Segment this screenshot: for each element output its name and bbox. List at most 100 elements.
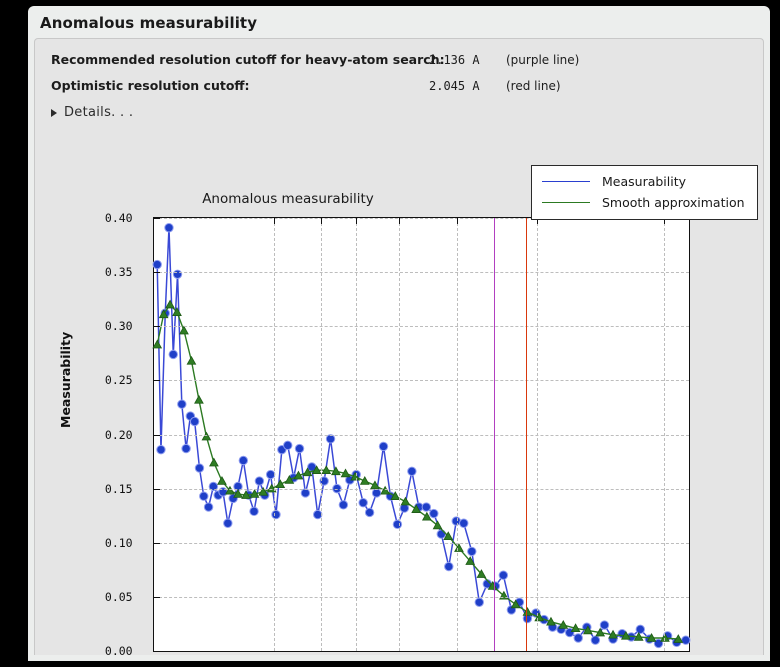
- data-point-triangle: [165, 299, 175, 309]
- data-point-circle: [325, 434, 336, 444]
- x-axis-tick-mark: [356, 218, 358, 224]
- y-axis-tick-label: 0.30: [104, 319, 133, 334]
- data-point-triangle: [186, 355, 197, 365]
- data-point-circle: [156, 444, 166, 455]
- data-point-triangle: [620, 630, 631, 640]
- y-axis-tick-mark: [154, 542, 160, 544]
- y-axis-tick-label: 0.35: [104, 265, 133, 280]
- data-point-circle: [199, 491, 209, 501]
- data-point-circle: [238, 455, 249, 466]
- legend-line-icon: [542, 202, 590, 203]
- data-point-circle: [194, 463, 205, 473]
- data-point-triangle: [302, 467, 313, 477]
- data-point-circle: [254, 476, 265, 486]
- legend-label: Measurability: [602, 174, 687, 189]
- data-point-triangle: [209, 457, 219, 467]
- x-axis-tick-mark: [537, 218, 539, 224]
- data-point-circle: [168, 349, 178, 360]
- window-title: Anomalous measurability: [40, 14, 258, 32]
- y-axis-tick-label: 0.20: [104, 427, 133, 442]
- data-point-triangle: [293, 470, 304, 480]
- data-point-triangle: [321, 465, 332, 474]
- series-measurability: [152, 223, 691, 649]
- details-disclosure[interactable]: Details. . .: [51, 105, 133, 120]
- data-point-triangle: [152, 339, 163, 349]
- series-smooth: [152, 299, 684, 643]
- data-point-circle: [436, 529, 446, 539]
- data-point-triangle: [225, 485, 235, 495]
- data-point-triangle: [522, 607, 533, 616]
- data-point-circle: [152, 259, 162, 270]
- optimistic-cutoff-note: (red line): [506, 79, 561, 93]
- data-point-triangle: [476, 569, 487, 578]
- series-line: [156, 303, 679, 640]
- gridline-horizontal: [154, 326, 689, 328]
- gridline-vertical: [537, 218, 539, 651]
- data-point-triangle: [546, 616, 556, 626]
- gridline-horizontal: [154, 272, 689, 274]
- data-point-triangle: [350, 471, 361, 481]
- data-point-triangle: [595, 627, 606, 637]
- data-point-triangle: [411, 504, 422, 513]
- data-point-circle: [498, 570, 509, 580]
- data-point-triangle: [194, 394, 204, 404]
- data-point-triangle: [201, 431, 212, 441]
- data-point-circle: [364, 507, 375, 518]
- data-point-triangle: [158, 309, 169, 319]
- data-point-circle: [421, 502, 432, 512]
- data-point-triangle: [359, 476, 370, 485]
- data-point-circle: [283, 440, 293, 451]
- data-point-triangle: [390, 491, 401, 500]
- gridline-vertical: [273, 218, 275, 651]
- plot-container: Measurability Smooth approximation Anoma…: [35, 135, 763, 655]
- data-point-triangle: [510, 599, 521, 609]
- data-point-circle: [681, 635, 691, 645]
- gridline-horizontal: [154, 488, 689, 490]
- chart-plot-area: Measurability Resolution 0.000.050.100.1…: [58, 211, 691, 655]
- recommended-cutoff-label: Recommended resolution cutoff for heavy-…: [51, 52, 445, 67]
- gridline-horizontal: [154, 542, 689, 544]
- optimistic-cutoff-line: [526, 218, 528, 651]
- data-point-triangle: [179, 325, 189, 335]
- data-point-triangle: [284, 474, 295, 484]
- data-point-circle: [358, 498, 368, 508]
- data-point-triangle: [583, 625, 593, 635]
- data-point-triangle: [646, 632, 657, 642]
- x-axis-tick-mark: [273, 218, 275, 224]
- data-point-triangle: [258, 486, 269, 496]
- legend-label: Smooth approximation: [602, 195, 745, 210]
- data-point-triangle: [249, 489, 260, 498]
- gridline-horizontal: [154, 380, 689, 382]
- result-window: Anomalous measurability Recommended reso…: [28, 6, 770, 661]
- y-axis-tick-mark: [154, 488, 160, 490]
- data-point-circle: [208, 481, 219, 492]
- data-point-triangle: [443, 531, 454, 541]
- data-point-triangle: [233, 489, 243, 498]
- gridline-vertical: [356, 218, 358, 651]
- data-point-triangle: [340, 468, 351, 478]
- data-point-triangle: [311, 465, 322, 474]
- data-point-triangle: [421, 511, 432, 521]
- data-point-triangle: [570, 623, 581, 633]
- data-point-circle: [590, 635, 601, 645]
- recommended-cutoff-line: [493, 218, 495, 651]
- y-axis-tick-mark: [154, 596, 160, 598]
- x-axis-tick-mark: [456, 218, 458, 224]
- series-line: [156, 227, 686, 645]
- y-axis-tick-label: 0.15: [104, 481, 133, 496]
- data-point-circle: [635, 624, 646, 635]
- y-axis-tick-mark: [154, 218, 160, 219]
- legend-line-icon: [542, 181, 590, 182]
- data-point-triangle: [633, 631, 644, 641]
- x-axis-tick-mark: [321, 218, 323, 224]
- gridline-vertical: [321, 218, 323, 651]
- chevron-right-icon: [51, 108, 57, 117]
- gridline-vertical: [399, 218, 401, 651]
- data-point-circle: [223, 518, 233, 528]
- gridline-vertical: [664, 218, 666, 651]
- x-axis-tick-mark: [399, 218, 401, 224]
- y-axis-tick-label: 0.05: [104, 589, 133, 604]
- data-point-triangle: [275, 479, 286, 489]
- data-point-triangle: [487, 581, 498, 590]
